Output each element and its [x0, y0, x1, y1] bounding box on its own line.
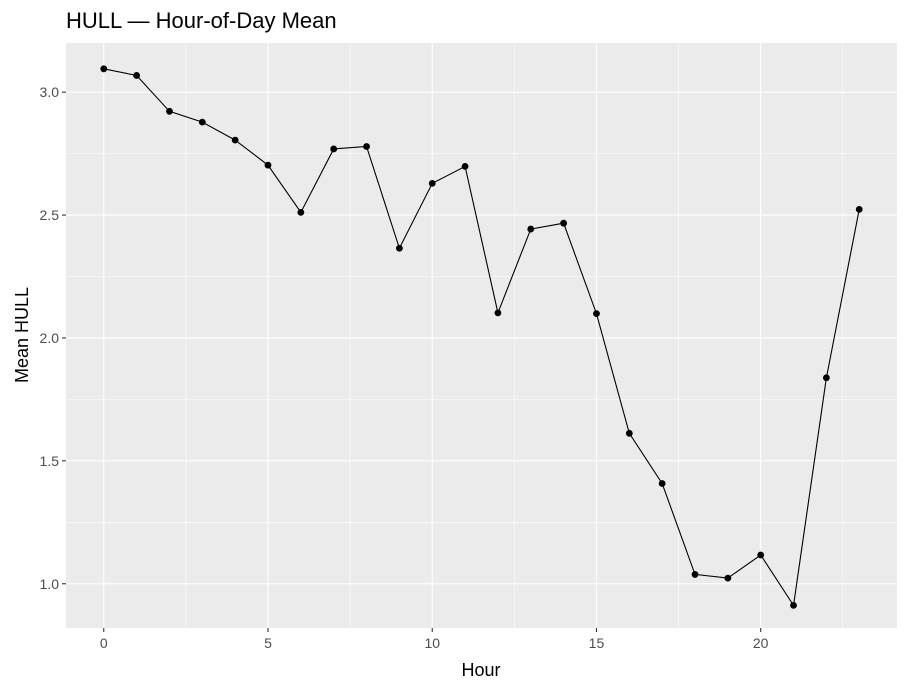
- x-axis-title: Hour: [461, 660, 500, 680]
- data-point-hour-13: [527, 225, 535, 233]
- data-point-hour-6: [297, 208, 305, 216]
- data-point-hour-8: [363, 143, 370, 150]
- data-point-hour-21: [790, 601, 797, 609]
- data-point-hour-17: [658, 480, 666, 487]
- data-point-hour-19: [724, 574, 732, 582]
- data-point-hour-5: [264, 161, 272, 169]
- data-point-hour-12: [494, 309, 502, 317]
- series-hour-mean: [100, 65, 863, 609]
- y-tick-label: 2.5: [40, 207, 60, 223]
- y-tick-label: 1.0: [40, 576, 60, 592]
- data-point-hour-22: [822, 374, 830, 382]
- data-point-hour-1: [133, 72, 141, 79]
- series-line: [103, 68, 860, 607]
- chart-title: HULL — Hour-of-Day Mean: [66, 8, 337, 33]
- major-gridlines: [66, 43, 897, 628]
- data-point-hour-3: [198, 118, 206, 126]
- x-axis: 0 5 10 15 20: [100, 628, 769, 651]
- y-axis: 1.0 1.5 2.0 2.5 3.0: [40, 84, 66, 592]
- data-point-hour-11: [461, 162, 469, 170]
- data-point-hour-15: [593, 310, 600, 318]
- minor-gridlines: [66, 43, 897, 628]
- x-tick-label: 0: [100, 635, 108, 651]
- x-tick-label: 20: [753, 635, 769, 651]
- y-tick-label: 3.0: [40, 84, 60, 100]
- data-point-hour-2: [166, 107, 173, 115]
- y-axis-title: Mean HULL: [12, 287, 32, 383]
- data-point-hour-0: [100, 65, 108, 73]
- y-tick-label: 2.0: [40, 330, 60, 346]
- x-tick-label: 10: [424, 635, 440, 651]
- data-point-hour-23: [855, 206, 863, 213]
- x-tick-label: 5: [264, 635, 272, 651]
- x-tick-label: 15: [589, 635, 605, 651]
- y-tick-label: 1.5: [40, 453, 60, 469]
- data-point-hour-7: [330, 145, 338, 153]
- data-point-hour-20: [757, 551, 765, 559]
- data-point-hour-18: [691, 571, 699, 578]
- data-point-hour-14: [560, 219, 568, 227]
- data-point-hour-16: [625, 429, 633, 437]
- data-point-hour-9: [395, 244, 403, 252]
- data-point-hour-4: [231, 136, 239, 144]
- data-point-hour-10: [428, 179, 436, 187]
- plot-panel: [66, 43, 897, 628]
